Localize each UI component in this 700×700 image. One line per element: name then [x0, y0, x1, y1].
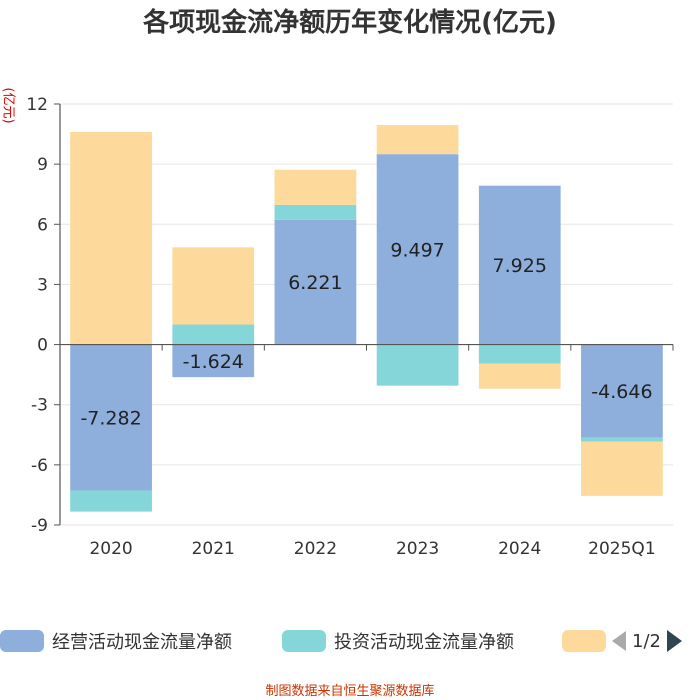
legend-swatch-financing [562, 630, 606, 652]
data-label-2022: 6.221 [288, 272, 342, 294]
y-tick-label: -9 [31, 516, 48, 536]
legend-label-operating: 经营活动现金流量净额 [52, 632, 232, 653]
bar-financing-2022 [274, 169, 357, 205]
bar-investing-2022 [274, 204, 357, 220]
legend-item-operating[interactable]: 经营活动现金流量净额 [0, 628, 232, 654]
legend-label-investing: 投资活动现金流量净额 [334, 632, 514, 653]
bar-investing-2024 [478, 344, 561, 364]
data-source-footer: 制图数据来自恒生聚源数据库 [265, 684, 435, 699]
data-label-2020: -7.282 [80, 408, 141, 430]
y-tick-label: 0 [37, 336, 48, 356]
legend-prev-page-icon[interactable] [612, 631, 626, 651]
chart-plot: 12 9 6 3 0 -3 -6 -9 2020 2021 2022 2023 2024 2025Q1 -… [26, 95, 674, 559]
legend-item-financing[interactable] [562, 628, 606, 654]
data-label-2023: 9.497 [390, 239, 444, 261]
bar-investing-2023 [376, 344, 459, 386]
y-tick-label: 3 [37, 275, 48, 295]
bar-operating-2025q1 [581, 344, 663, 438]
bar-investing-2021 [172, 324, 255, 345]
x-tick-label-2023: 2023 [396, 539, 439, 559]
y-tick-label: 9 [37, 155, 48, 175]
bar-financing-2021 [172, 247, 255, 325]
bar-financing-2025q1 [581, 441, 663, 496]
x-tick-label-2024: 2024 [498, 539, 541, 559]
bar-financing-2023 [376, 125, 459, 155]
legend-swatch-investing [282, 630, 326, 652]
bar-operating-2020 [70, 344, 152, 491]
legend-page-indicator: 1/2 [632, 630, 661, 652]
bar-financing-2020 [70, 132, 152, 345]
legend-swatch-operating [0, 630, 44, 652]
x-tick-label-2025q1: 2025Q1 [588, 539, 655, 559]
x-tick-label-2022: 2022 [294, 539, 337, 559]
y-tick-label: 6 [37, 215, 48, 235]
bar-operating-2023 [376, 154, 459, 345]
y-tick-label: -6 [31, 456, 48, 476]
bar-investing-2025q1 [581, 437, 663, 442]
bar-financing-2024 [478, 363, 561, 389]
bar-operating-2021 [172, 344, 255, 378]
legend-next-page-icon[interactable] [666, 630, 682, 652]
y-tick-label: -3 [31, 396, 48, 416]
legend-item-investing[interactable]: 投资活动现金流量净额 [282, 628, 514, 654]
bar-operating-2024 [478, 185, 561, 345]
bar-operating-2022 [274, 219, 357, 345]
x-tick-label-2021: 2021 [192, 539, 235, 559]
data-label-2024: 7.925 [493, 255, 547, 277]
bar-investing-2020 [70, 490, 152, 512]
chart-title: 各项现金流净额历年变化情况(亿元) [143, 8, 557, 38]
legend: 经营活动现金流量净额 投资活动现金流量净额 1/2 [0, 628, 700, 658]
x-tick-label-2020: 2020 [89, 539, 132, 559]
y-tick-label: 12 [26, 95, 48, 115]
data-label-2021: -1.624 [183, 351, 244, 373]
data-label-2025q1: -4.646 [591, 381, 652, 403]
legend-pager: 1/2 [612, 628, 682, 654]
